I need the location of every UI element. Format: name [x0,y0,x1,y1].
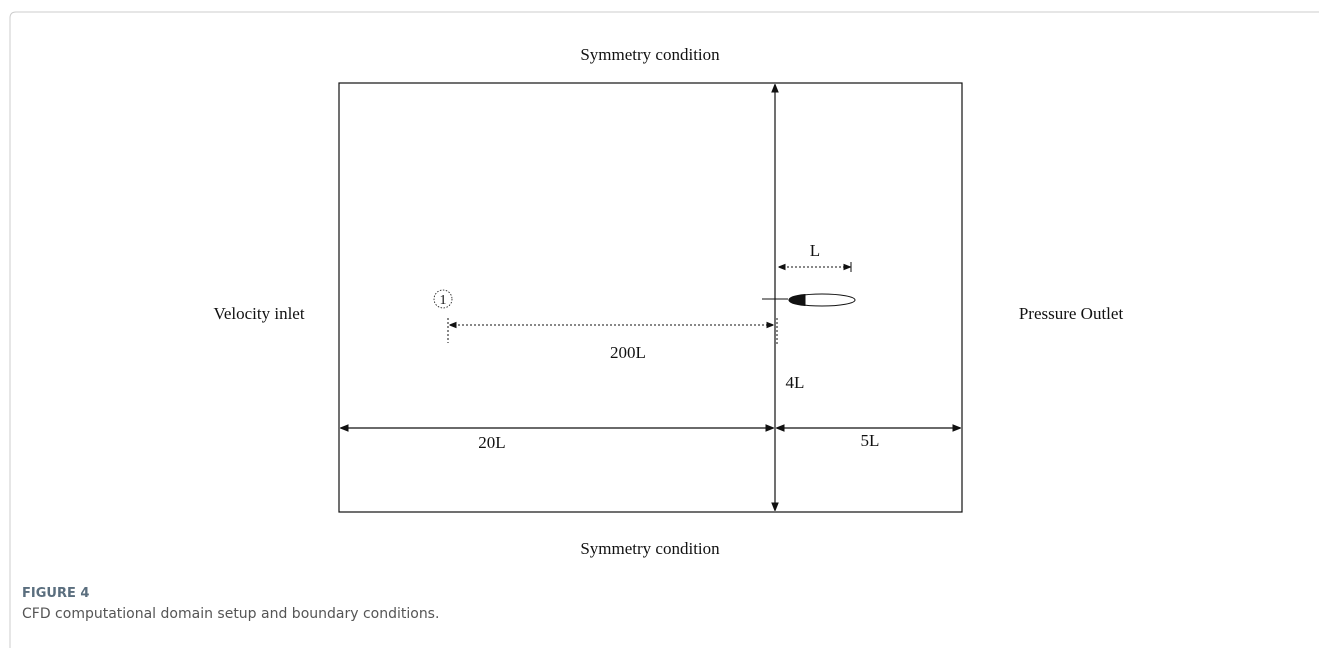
domain-box [338,82,963,513]
diagram: 1 Symmetry condition Symmetry condition … [213,45,1123,558]
probe-marker [433,289,453,309]
probe-distance: 200L [610,343,646,362]
lower-height: 4L [786,373,805,392]
chord-label: L [810,241,820,260]
caption-label: FIGURE 4 [22,586,89,601]
left-boundary: Velocity inlet [213,304,304,323]
downstream-length: 5L [861,431,880,450]
airfoil-leading-edge [788,293,806,307]
caption-text: CFD computational domain setup and bound… [22,606,439,622]
probe-label: 1 [440,293,447,308]
top-boundary: Symmetry condition [580,45,720,64]
figure-frame [9,11,1319,648]
upstream-length: 20L [478,433,505,452]
bottom-boundary: Symmetry condition [580,539,720,558]
right-boundary: Pressure Outlet [1019,304,1124,323]
